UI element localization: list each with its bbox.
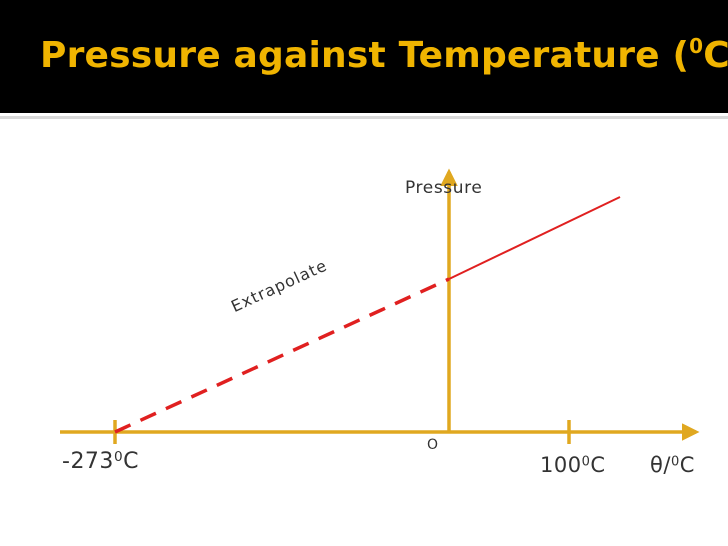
tick-label-minus-273: -2730C bbox=[62, 449, 139, 475]
y-axis-label: Pressure bbox=[405, 178, 483, 198]
title-divider bbox=[0, 116, 728, 119]
pressure-line bbox=[448, 196, 621, 280]
origin-label: O bbox=[427, 437, 439, 453]
title-end: C) bbox=[703, 35, 728, 76]
tick-label-100: 1000C bbox=[540, 453, 606, 477]
title-superscript: 0 bbox=[689, 34, 704, 58]
extrapolation-dashed-line bbox=[114, 277, 450, 434]
title-text: Pressure against Temperature ( bbox=[40, 35, 690, 76]
slide-title: Pressure against Temperature (0C) bbox=[40, 34, 728, 76]
x-axis-label: θ/0C bbox=[650, 453, 695, 477]
title-band bbox=[0, 0, 728, 113]
